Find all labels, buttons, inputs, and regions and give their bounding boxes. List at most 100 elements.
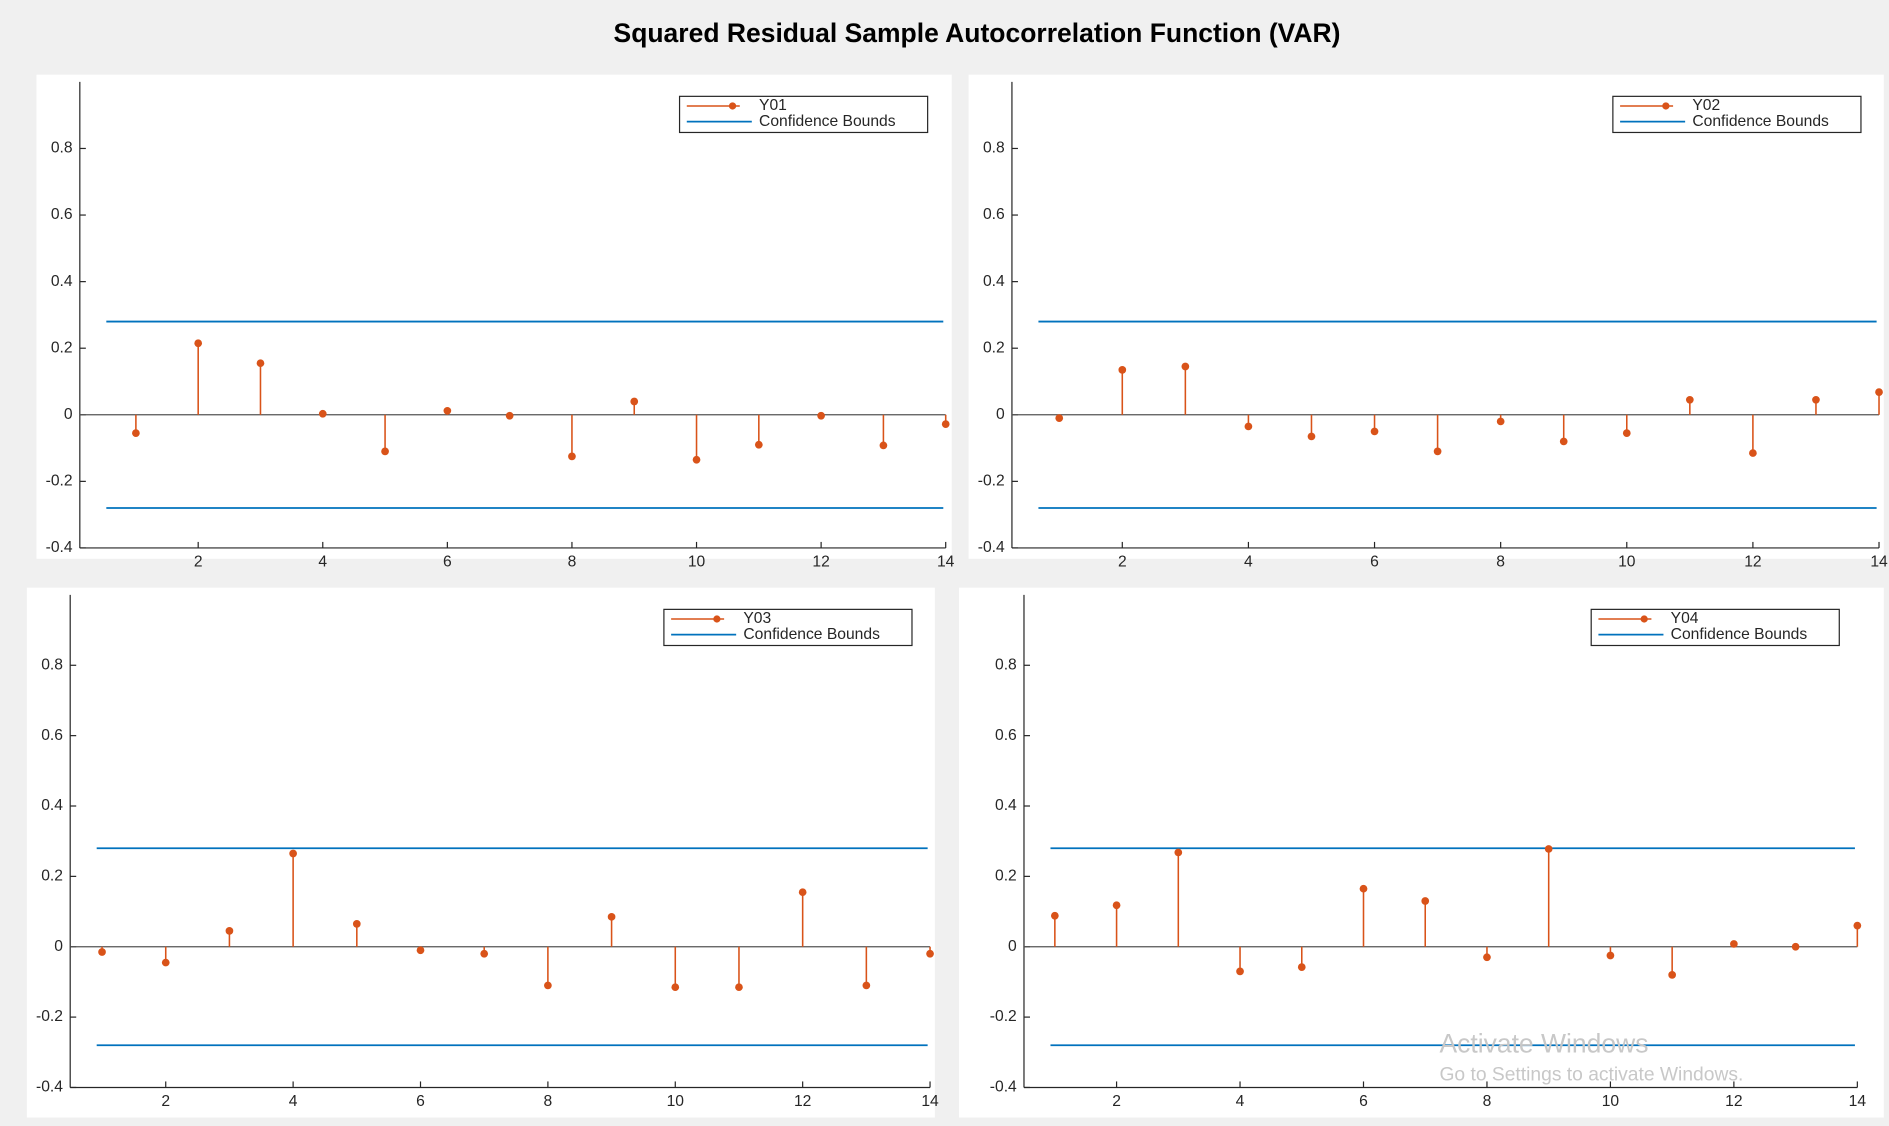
stem-marker <box>862 981 871 990</box>
stem-marker <box>1496 417 1505 426</box>
x-tick-label: 12 <box>794 1093 811 1110</box>
x-tick-label: 10 <box>667 1093 685 1110</box>
stem-marker <box>607 912 616 921</box>
x-tick-label: 4 <box>1236 1093 1245 1110</box>
legend-series-marker <box>1640 615 1648 623</box>
watermark: Go to Settings to activate Windows. <box>1439 1065 1743 1086</box>
x-tick-label: 2 <box>1118 554 1127 571</box>
stem-marker <box>1421 897 1430 905</box>
y-tick-label: 0 <box>1008 938 1017 955</box>
stem-marker <box>1730 940 1738 948</box>
stem-marker <box>1050 911 1059 920</box>
stem-marker <box>1112 901 1121 910</box>
figure-title: Squared Residual Sample Autocorrelation … <box>614 18 1341 48</box>
x-tick-label: 4 <box>1244 554 1253 571</box>
stem-marker <box>568 452 576 461</box>
stem-marker <box>1370 427 1379 436</box>
y-tick-label: -0.4 <box>36 1079 63 1096</box>
x-tick-label: 6 <box>416 1093 425 1110</box>
x-tick-label: 14 <box>921 1093 939 1110</box>
stem-marker <box>1791 942 1800 951</box>
stem-marker <box>1812 395 1820 404</box>
y-tick-label: -0.2 <box>36 1008 63 1025</box>
y-tick-label: -0.4 <box>46 539 73 556</box>
stem-marker <box>879 441 888 450</box>
stem-marker <box>1181 362 1190 371</box>
x-tick-label: 2 <box>194 554 203 571</box>
stem-marker <box>1174 848 1183 857</box>
stem-marker <box>671 983 680 992</box>
legend-label: Y02 <box>1692 97 1720 114</box>
stem-marker <box>1055 414 1064 422</box>
axes-background <box>958 587 1884 1118</box>
legend-box <box>678 95 929 134</box>
x-tick-label: 12 <box>1725 1093 1742 1110</box>
x-tick-label: 12 <box>812 554 829 571</box>
x-tick-label: 10 <box>1618 554 1636 571</box>
y-tick-label: 0.8 <box>983 140 1005 157</box>
y-tick-label: 0.4 <box>51 273 73 290</box>
legend-label: Confidence Bounds <box>1692 113 1829 130</box>
y-tick-label: 0 <box>64 406 73 423</box>
stem-marker <box>1297 963 1306 971</box>
stem-marker <box>1622 429 1631 437</box>
y-tick-label: 0.8 <box>41 656 63 673</box>
x-tick-label: 2 <box>1112 1093 1121 1110</box>
y-tick-label: 0.4 <box>995 797 1017 814</box>
stem-marker <box>941 420 950 428</box>
y-tick-label: 0.4 <box>41 797 63 814</box>
stem-marker <box>416 946 425 955</box>
x-tick-label: 4 <box>289 1093 298 1110</box>
axes-background <box>26 587 935 1118</box>
x-tick-label: 2 <box>161 1093 170 1110</box>
stem-marker <box>630 397 639 406</box>
y-tick-label: -0.2 <box>990 1008 1017 1025</box>
stem-marker <box>98 948 106 956</box>
stem-marker <box>1236 967 1244 976</box>
stem-marker <box>1853 921 1862 930</box>
y-tick-label: 0.6 <box>41 727 63 744</box>
stem-marker <box>1559 437 1568 446</box>
stem-marker <box>1544 845 1553 853</box>
y-tick-label: 0.4 <box>983 273 1005 290</box>
stem-marker <box>692 455 701 464</box>
stem-marker <box>194 339 203 348</box>
stem-marker <box>1244 422 1253 431</box>
legend-box <box>1612 95 1862 134</box>
stem-marker <box>352 920 361 928</box>
stem-marker <box>754 440 763 449</box>
y-tick-label: 0.8 <box>51 140 73 157</box>
x-tick-label: 14 <box>1849 1093 1867 1110</box>
stem-marker <box>225 927 234 935</box>
stem-marker <box>1749 449 1757 457</box>
stem-marker <box>1606 951 1615 960</box>
x-tick-label: 8 <box>544 1093 553 1110</box>
stem-marker <box>544 981 552 990</box>
y-tick-label: 0.6 <box>983 206 1005 223</box>
stem-marker <box>1483 953 1491 962</box>
y-tick-label: 0.6 <box>995 727 1017 744</box>
y-tick-label: 0.6 <box>51 206 73 223</box>
legend-label: Confidence Bounds <box>759 113 896 130</box>
y-tick-label: -0.2 <box>978 473 1005 490</box>
stem-marker <box>161 958 170 967</box>
x-tick-label: 8 <box>1483 1093 1492 1110</box>
y-tick-label: 0 <box>54 938 63 955</box>
stem-marker <box>1433 447 1442 456</box>
watermark: Activate Windows <box>1439 1028 1648 1058</box>
axes-background <box>36 74 952 559</box>
legend-label: Y01 <box>759 97 787 114</box>
x-tick-label: 8 <box>1496 554 1505 571</box>
x-tick-label: 10 <box>688 554 706 571</box>
stem-marker <box>735 983 743 992</box>
legend-label: Y04 <box>1671 610 1699 627</box>
stem-marker <box>1875 388 1883 397</box>
stem-marker <box>132 429 140 437</box>
stem-marker <box>817 411 825 420</box>
y-tick-label: 0.2 <box>51 339 73 356</box>
y-tick-label: 0.8 <box>995 656 1017 673</box>
legend-series-marker <box>1662 102 1670 110</box>
y-tick-label: 0.2 <box>41 868 63 885</box>
